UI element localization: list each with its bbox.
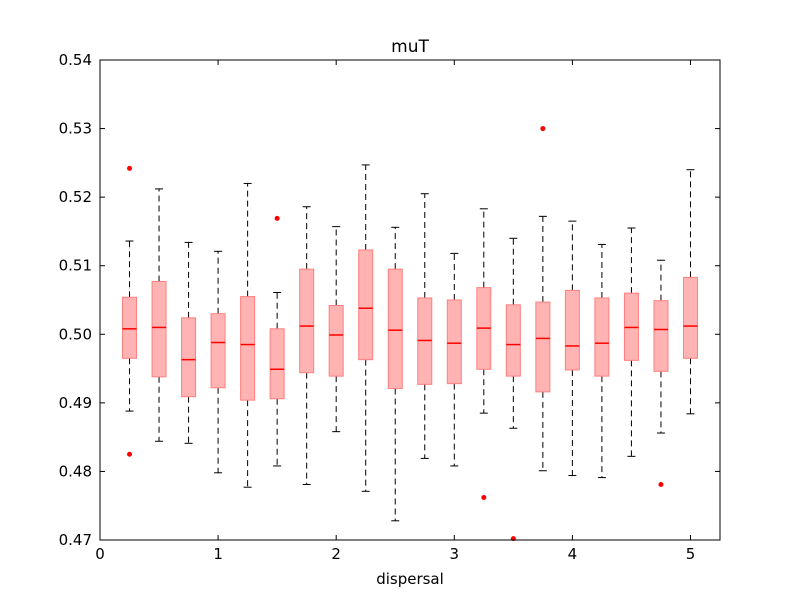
outlier-point: [274, 215, 280, 221]
box-iqr: [269, 328, 285, 400]
box-group: [682, 169, 698, 415]
x-axis-label: dispersal: [376, 570, 444, 588]
x-tick-label: 5: [686, 545, 696, 563]
x-tick-label: 1: [213, 545, 223, 563]
box-group: [623, 227, 639, 457]
box-group: [122, 165, 138, 457]
box-group: [535, 126, 551, 472]
box-group: [564, 220, 580, 477]
y-tick-label: 0.52: [59, 188, 92, 206]
plot-frame: [99, 59, 721, 541]
outlier-point: [481, 494, 487, 500]
box-iqr: [535, 301, 551, 393]
box-iqr: [653, 300, 669, 372]
box-iqr: [594, 297, 610, 377]
box-iqr: [564, 289, 580, 371]
y-tick-label: 0.51: [59, 257, 92, 275]
box-iqr: [387, 268, 403, 389]
ticks-layer: 0 1 2 3 4 5 0.47 0.48 0.49 0.50 0.51 0.52 0.53 0.54: [59, 51, 720, 563]
y-tick-label: 0.49: [59, 394, 92, 412]
box-group: [240, 182, 256, 488]
y-tick-label: 0.50: [59, 325, 92, 343]
box-group: [269, 215, 285, 467]
box-group: [151, 188, 167, 442]
box-group: [505, 237, 521, 542]
outlier-point: [658, 481, 664, 487]
box-iqr: [358, 249, 374, 361]
box-group: [417, 193, 433, 459]
outlier-point: [127, 451, 133, 457]
x-tick-label: 4: [568, 545, 578, 563]
marks-layer: [122, 126, 698, 542]
box-iqr: [682, 276, 698, 359]
outlier-point: [127, 165, 133, 171]
box-iqr: [446, 299, 462, 385]
y-tick-label: 0.47: [59, 531, 92, 549]
box-iqr: [210, 313, 226, 389]
box-group: [299, 206, 315, 485]
y-tick-label: 0.53: [59, 120, 92, 138]
x-tick-label: 3: [450, 545, 460, 563]
box-group: [358, 164, 374, 492]
box-group: [181, 241, 197, 444]
box-iqr: [151, 280, 167, 378]
y-tick-label: 0.48: [59, 462, 92, 480]
chart-title: muT: [391, 37, 429, 57]
box-group: [594, 243, 610, 479]
x-tick-label: 0: [95, 545, 105, 563]
box-group: [653, 259, 669, 487]
outlier-point: [540, 126, 546, 132]
box-iqr: [122, 296, 138, 359]
box-group: [446, 252, 462, 467]
box-iqr: [240, 296, 256, 401]
box-group: [210, 250, 226, 474]
box-group: [328, 226, 344, 433]
box-iqr: [328, 304, 344, 377]
y-tick-label: 0.54: [59, 51, 92, 69]
x-tick-label: 2: [331, 545, 341, 563]
box-group: [476, 208, 492, 500]
box-group: [387, 226, 403, 522]
box-iqr: [505, 304, 521, 377]
box-iqr: [181, 317, 197, 398]
box-iqr: [299, 268, 315, 374]
